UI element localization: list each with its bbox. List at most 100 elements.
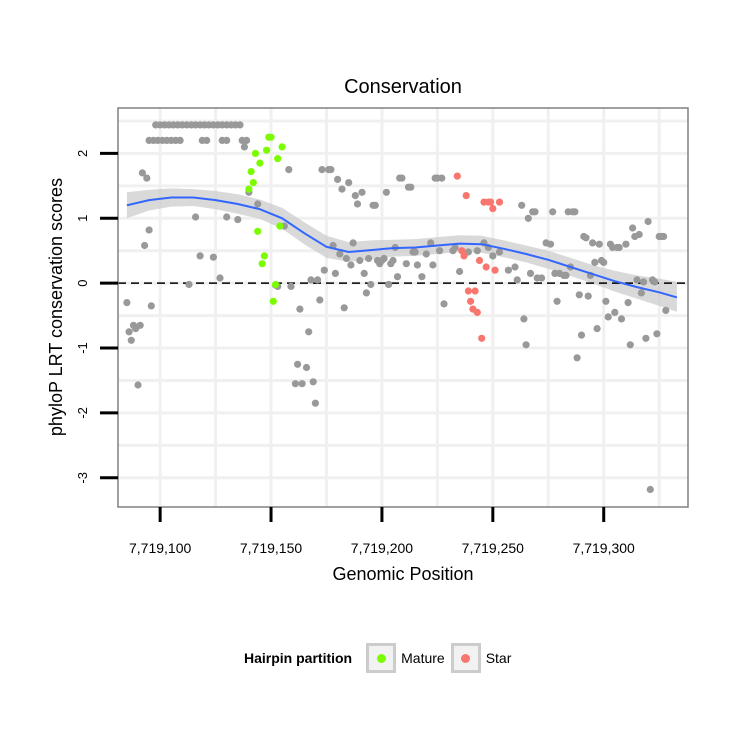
point-other	[438, 174, 446, 182]
point-mature	[260, 252, 268, 260]
point-other	[240, 143, 248, 151]
point-other	[389, 256, 397, 265]
point-other	[296, 305, 304, 313]
point-other	[518, 201, 526, 209]
point-other	[192, 213, 200, 221]
point-other	[577, 331, 586, 339]
point-other	[254, 200, 262, 208]
point-other	[385, 280, 393, 289]
point-other	[334, 175, 342, 183]
point-other	[413, 261, 421, 269]
smooth-trend-line	[126, 196, 678, 299]
x-tick-label: 7,719,150	[240, 540, 302, 556]
point-other	[382, 188, 390, 196]
grid-lines	[118, 108, 688, 507]
point-other	[287, 282, 295, 290]
point-other	[327, 166, 335, 174]
point-star	[473, 308, 481, 316]
point-other	[294, 360, 302, 368]
plot-panel	[118, 108, 688, 507]
point-other	[309, 378, 317, 386]
star-dot-icon	[461, 653, 471, 663]
point-other	[398, 174, 406, 182]
legend-title: Hairpin partition	[244, 650, 353, 666]
point-other	[320, 266, 328, 274]
point-other	[626, 341, 634, 349]
point-other	[637, 289, 646, 297]
point-other	[371, 201, 379, 209]
point-mature	[276, 222, 284, 230]
point-other	[549, 208, 557, 216]
chart-title: Conservation	[344, 76, 462, 98]
point-mature	[251, 149, 260, 157]
point-other	[513, 276, 521, 284]
point-other	[436, 247, 444, 255]
point-other	[624, 299, 632, 307]
legend-label-mature: Mature	[401, 650, 445, 666]
point-other	[633, 276, 641, 284]
point-other	[318, 166, 326, 174]
point-mature	[278, 143, 286, 151]
point-other	[176, 136, 184, 144]
point-star	[495, 198, 504, 206]
point-other	[538, 274, 546, 282]
point-other	[402, 260, 410, 268]
point-other	[526, 269, 535, 277]
point-other	[546, 240, 555, 248]
y-tick-label: -2	[75, 407, 90, 419]
y-axis-label: phyloP LRT conservation scores	[46, 178, 66, 436]
point-other	[571, 208, 579, 216]
point-mature	[247, 168, 255, 176]
point-other	[143, 174, 151, 182]
point-star	[462, 192, 470, 200]
point-mature	[254, 227, 262, 235]
mature-dot-icon	[376, 653, 386, 663]
point-other	[522, 341, 530, 349]
point-other	[223, 213, 231, 221]
point-other	[429, 261, 437, 269]
point-other	[644, 217, 652, 226]
point-other	[473, 247, 481, 255]
point-other	[591, 258, 599, 266]
x-tick-label: 7,719,100	[129, 540, 191, 556]
point-other	[196, 252, 204, 260]
point-other	[358, 188, 366, 196]
point-other	[314, 276, 322, 284]
point-other	[311, 399, 319, 407]
point-other	[347, 261, 355, 269]
point-other	[418, 273, 426, 281]
point-other	[640, 278, 648, 286]
point-other	[145, 226, 153, 234]
point-other	[524, 214, 532, 222]
y-tick-label: -3	[75, 472, 90, 484]
point-other	[584, 292, 592, 300]
point-other	[393, 273, 402, 281]
point-star	[460, 252, 468, 260]
y-tick-label: -1	[75, 342, 90, 354]
point-other	[123, 299, 131, 307]
point-other	[642, 334, 650, 342]
point-mature	[249, 179, 257, 187]
point-other	[360, 269, 368, 277]
data-points	[123, 121, 670, 494]
point-other	[209, 253, 217, 261]
point-other	[380, 254, 388, 263]
point-other	[651, 278, 659, 286]
point-other	[298, 380, 306, 388]
point-star	[491, 266, 499, 274]
x-tick-label: 7,719,250	[462, 540, 524, 556]
point-other	[495, 248, 504, 256]
point-other	[582, 234, 590, 242]
point-other	[589, 239, 597, 247]
point-star	[467, 297, 475, 305]
point-other	[307, 276, 315, 284]
point-other	[520, 315, 528, 323]
point-other	[336, 250, 344, 258]
point-other	[615, 243, 623, 252]
point-other	[635, 230, 643, 239]
point-star	[482, 263, 490, 271]
point-other	[407, 183, 415, 191]
point-other	[285, 166, 293, 174]
point-other	[489, 252, 497, 260]
